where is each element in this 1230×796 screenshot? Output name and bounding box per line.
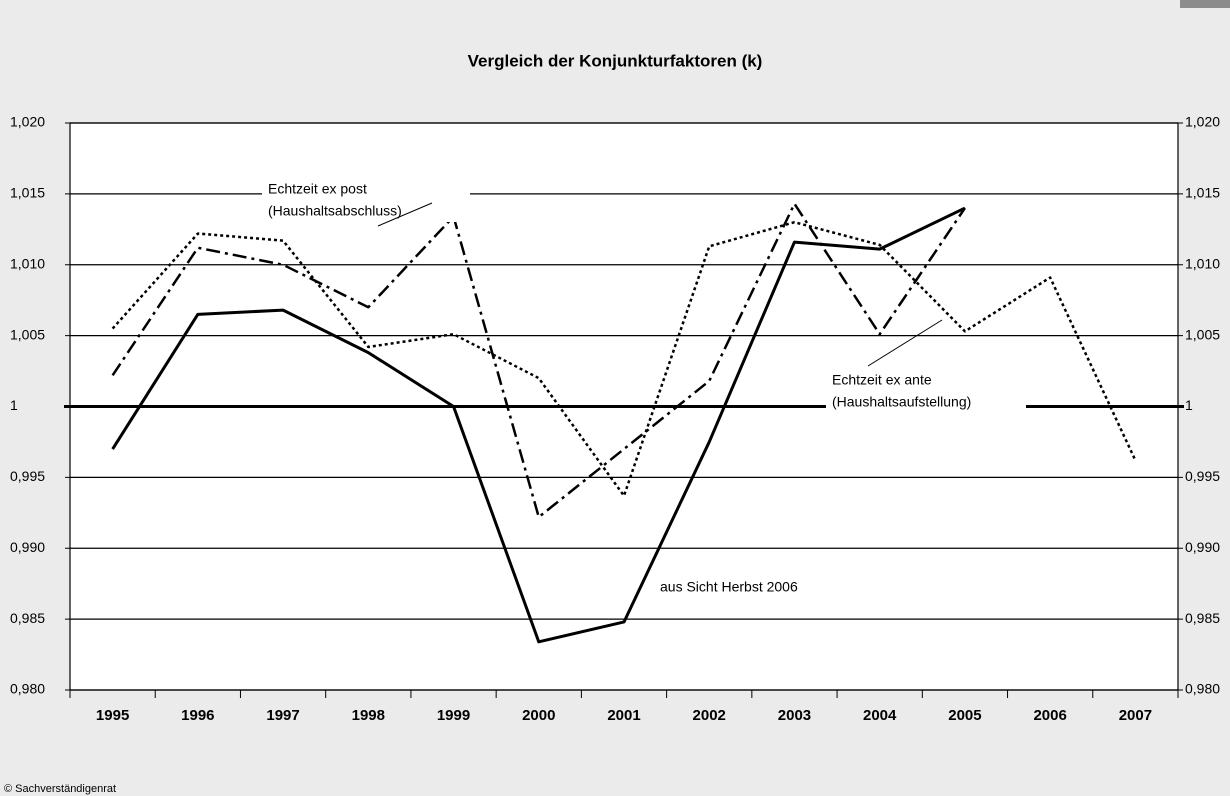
annotation: (Haushaltsaufstellung) (832, 394, 971, 410)
series-line (111, 220, 1137, 498)
y-tick-label: 0,985 (10, 610, 45, 626)
x-tick-label: 2007 (1119, 707, 1152, 724)
plot-border (69, 122, 1179, 691)
x-tick-label: 2004 (863, 707, 897, 724)
x-tick-label: 2005 (948, 707, 981, 724)
corner-tab (1180, 0, 1230, 8)
x-tick-label: 1998 (352, 707, 385, 724)
x-tick-label: 2001 (607, 707, 640, 724)
annotation-bg (262, 176, 470, 222)
annotation: aus Sicht Herbst 2006 (660, 579, 798, 595)
chart-title: Vergleich der Konjunkturfaktoren (k) (468, 51, 763, 70)
y-tick-label: 1,020 (10, 114, 45, 130)
y2-tick-label: 0,980 (1185, 681, 1220, 697)
y-tick-label: 0,990 (10, 539, 45, 555)
annotation-leader (867, 319, 943, 367)
y2-tick-label: 1 (1185, 397, 1193, 413)
x-tick-label: 1997 (266, 707, 299, 724)
y-tick-label: 1,005 (10, 326, 45, 342)
annotation-bg (826, 367, 1026, 415)
x-tick-label: 2003 (778, 707, 811, 724)
x-tick-label: 1995 (96, 707, 129, 724)
y2-tick-label: 0,995 (1185, 468, 1220, 484)
annotation: Echtzeit ex post (268, 181, 367, 197)
x-tick-label: 2000 (522, 707, 555, 724)
annotation: Echtzeit ex ante (832, 372, 932, 388)
x-tick-label: 2006 (1033, 707, 1066, 724)
y2-tick-label: 1,005 (1185, 326, 1220, 342)
x-tick-label: 1999 (437, 707, 470, 724)
source: © Sachverständigenrat (4, 783, 116, 795)
x-tick-label: 2002 (693, 707, 726, 724)
y-tick-label: 0,980 (10, 681, 45, 697)
annotation: (Haushaltsabschluss) (268, 203, 402, 219)
y-tick-label: 1,015 (10, 185, 45, 201)
y2-tick-label: 0,990 (1185, 539, 1220, 555)
y2-tick-label: 1,015 (1185, 185, 1220, 201)
annotation-leader (377, 202, 433, 227)
y-tick-label: 1 (10, 397, 18, 413)
y2-tick-label: 0,985 (1185, 610, 1220, 626)
y2-tick-label: 1,020 (1185, 114, 1220, 130)
y-tick-label: 1,010 (10, 255, 45, 271)
y2-tick-label: 1,010 (1185, 255, 1220, 271)
series-line (111, 206, 966, 644)
y-tick-label: 0,995 (10, 468, 45, 484)
x-tick-label: 1996 (181, 707, 214, 724)
